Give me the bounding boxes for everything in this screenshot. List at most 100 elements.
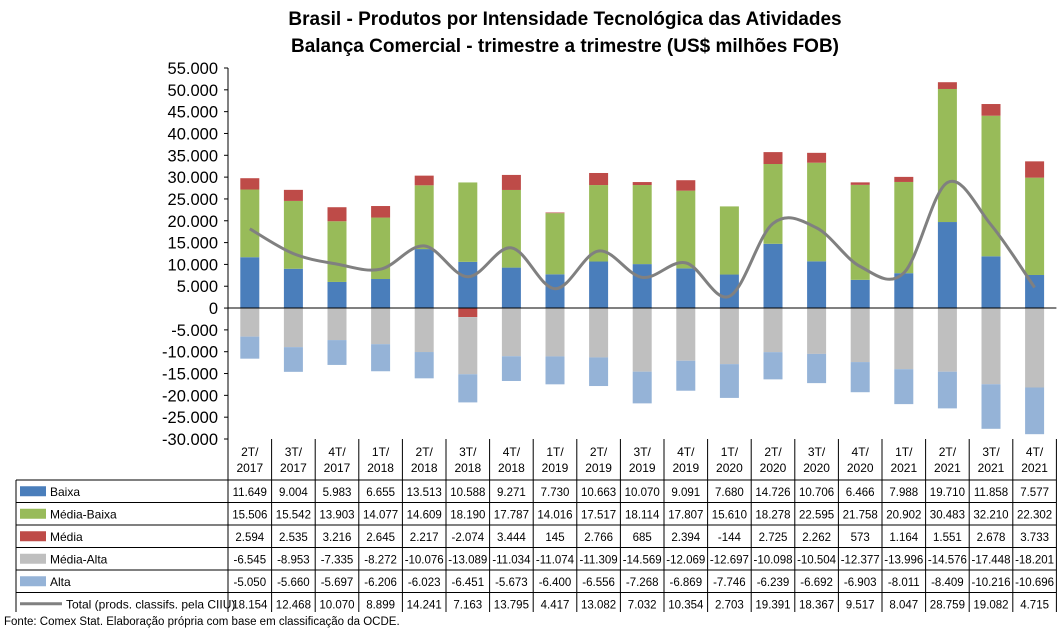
bar-segment [589,172,609,186]
data-label: -10.216 [971,577,1010,589]
bar-segment [763,152,783,165]
data-label: 10.070 [319,599,354,611]
y-tick-label: 55.000 [168,60,218,78]
y-tick-label: -5.000 [171,322,218,340]
bar-segment [937,222,957,309]
data-label: -12.377 [841,554,880,566]
x-tick-label: 2019 [629,461,656,475]
bar-segment [1025,387,1045,435]
data-label: 18.190 [450,509,485,521]
data-label: 1.551 [933,532,962,544]
chart-title: Brasil - Produtos por Intensidade Tecnol… [0,6,1062,60]
bar-segment [327,281,347,309]
x-tick-label: 2017 [236,461,263,475]
data-label: 13.903 [319,509,354,521]
data-label: 3.444 [497,532,526,544]
bar-segment [501,174,521,190]
data-label: -13.996 [884,554,923,566]
data-label: 10.706 [799,487,834,499]
bar-segment [458,317,478,375]
y-tick-label: 20.000 [168,213,218,231]
bar-segment [850,279,870,309]
legend-color-key [20,531,46,542]
data-label: -8.953 [277,554,310,566]
x-tick-label: 2018 [454,461,481,475]
bar-segment [632,185,652,265]
data-label: 11.858 [974,487,1008,499]
bar-segment [719,308,739,365]
data-label: -6.869 [669,577,702,589]
bar-segment [894,176,914,182]
data-label: 15.506 [232,509,267,521]
bar-segment [327,308,347,341]
bar-segment [501,356,521,381]
data-label: 15.542 [276,509,311,521]
x-tick-label: 2T/ [241,445,259,459]
bar-segment [719,206,739,275]
y-tick-label: -30.000 [162,431,218,449]
bar-segment [807,308,827,354]
data-label: 15.610 [712,509,747,521]
data-label: 5.983 [323,487,352,499]
bar-segment [850,308,870,363]
bar-segment [545,213,565,275]
y-tick-label: 25.000 [168,191,218,209]
data-label: -11.034 [492,554,531,566]
data-label: 10.354 [668,599,704,611]
data-label: -11.309 [580,554,618,566]
data-label: 3.216 [323,532,352,544]
bar-segment [414,249,434,309]
data-label: 9.091 [671,487,700,499]
x-tick-label: 2T/ [939,445,957,459]
bar-segment [676,360,696,391]
bar-segment [545,356,565,385]
x-tick-label: 2019 [672,461,699,475]
y-tick-label: 10.000 [168,256,218,274]
data-label: 18.278 [755,509,790,521]
bar-segment [807,353,827,384]
bar-segment [937,82,957,89]
legend-color-key [20,576,46,587]
data-label: -6.692 [800,577,833,589]
data-label: -6.239 [757,577,790,589]
data-label: 9.517 [846,599,875,611]
data-label: 685 [633,532,652,544]
bar-segment [283,268,303,309]
data-label: -14.576 [928,554,967,566]
bar-segment [240,308,260,337]
legend-color-key [20,508,46,519]
bar-segment [458,182,478,262]
bar-segment [937,88,957,223]
bar-segment [371,279,391,309]
legend-color-key [20,486,46,497]
bar-segment [1025,308,1045,388]
data-label: -7.335 [321,554,354,566]
data-label: 7.988 [889,487,918,499]
bar-segment [894,308,914,370]
data-label: 14.077 [363,509,398,521]
y-tick-label: -15.000 [162,366,218,384]
bar-segment [283,200,303,269]
data-label: -18.201 [1015,554,1054,566]
data-label: -5.660 [277,577,310,589]
data-label: 4.417 [541,599,570,611]
data-label: 3.733 [1020,532,1049,544]
x-tick-label: 2020 [803,461,830,475]
legend-label: Alta [50,575,71,589]
bar-segment [458,374,478,403]
data-label: 12.468 [276,599,311,611]
data-label: 22.595 [799,509,834,521]
data-label: 13.513 [407,487,442,499]
bar-segment [807,162,827,262]
bar-segment [676,180,696,191]
bar-segment [632,182,652,186]
bar-segment [371,344,391,372]
data-label: 20.902 [886,509,921,521]
bar-segment [807,152,827,163]
y-tick-label: 45.000 [168,104,218,122]
data-label: -10.696 [1015,577,1054,589]
bar-segment [1025,274,1045,309]
bar-segment [676,190,696,269]
y-tick-label: 15.000 [168,235,218,253]
bar-segment [240,336,260,359]
